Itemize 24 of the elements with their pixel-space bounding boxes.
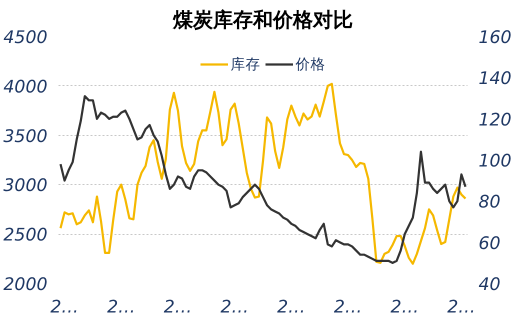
y2-tick-label: 120 — [478, 110, 512, 130]
legend-label: 库存 — [230, 54, 260, 74]
y2-tick-label: 160 — [478, 28, 512, 48]
y-tick-label: 2500 — [3, 226, 48, 246]
y-tick-label: 3000 — [3, 176, 48, 196]
legend-label: 价格 — [296, 54, 326, 74]
y2-tick-label: 80 — [478, 192, 501, 213]
y-tick-label: 4500 — [3, 28, 48, 48]
y2-tick-label: 60 — [478, 234, 501, 254]
y-tick-label: 4000 — [3, 77, 48, 98]
x-tick-label: 2… — [277, 298, 306, 318]
x-tick-label: 2… — [107, 298, 136, 318]
y2-tick-label: 100 — [478, 152, 512, 172]
x-tick-label: 2… — [164, 298, 192, 318]
y-tick-label: 2000 — [3, 275, 48, 295]
x-tick-label: 2… — [447, 298, 476, 318]
x-tick-label: 2… — [50, 298, 79, 318]
x-tick-label: 2… — [334, 298, 362, 318]
y-tick-label: 3500 — [3, 126, 48, 147]
x-tick-label: 2… — [390, 298, 419, 318]
x-tick-label: 2… — [220, 298, 249, 318]
chart-title: 煤炭库存和价格对比 — [172, 8, 353, 32]
y2-tick-label: 140 — [478, 69, 512, 90]
y2-tick-label: 40 — [478, 275, 501, 295]
